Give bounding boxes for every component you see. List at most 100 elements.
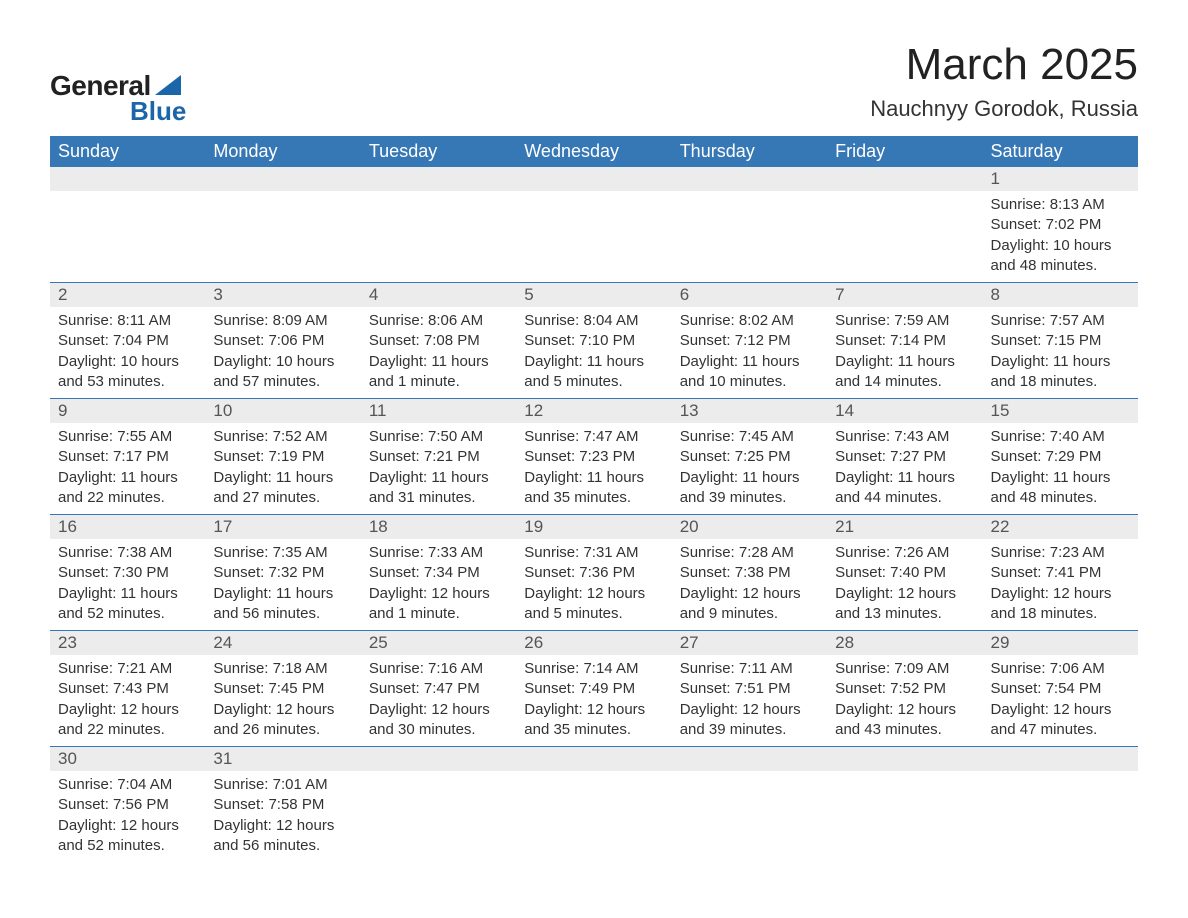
day-data: Sunrise: 7:09 AMSunset: 7:52 PMDaylight:…: [827, 655, 982, 746]
daylight-text: Daylight: 12 hours and 47 minutes.: [991, 700, 1130, 741]
day-number: 14: [827, 399, 982, 423]
day-number: 19: [516, 515, 671, 539]
sunrise-text: Sunrise: 7:14 AM: [524, 659, 663, 679]
brand-logo: General Blue: [50, 70, 186, 127]
day-data: [827, 191, 982, 271]
sunset-text: Sunset: 7:29 PM: [991, 447, 1130, 467]
weekday-header: Monday: [205, 136, 360, 167]
calendar-day-cell: [672, 167, 827, 283]
day-number: 15: [983, 399, 1138, 423]
calendar-day-cell: 29Sunrise: 7:06 AMSunset: 7:54 PMDayligh…: [983, 631, 1138, 747]
daylight-text: Daylight: 10 hours and 53 minutes.: [58, 352, 197, 393]
calendar-day-cell: 11 Sunrise: 7:50 AMSunset: 7:21 PMDayligh…: [361, 399, 516, 515]
sunrise-text: Sunrise: 7:01 AM: [213, 775, 352, 795]
calendar-day-cell: 20Sunrise: 7:28 AMSunset: 7:38 PMDayligh…: [672, 515, 827, 631]
day-number: 26: [516, 631, 671, 655]
sunset-text: Sunset: 7:21 PM: [369, 447, 508, 467]
calendar-day-cell: [361, 167, 516, 283]
day-number: 20: [672, 515, 827, 539]
sunset-text: Sunset: 7:45 PM: [213, 679, 352, 699]
sunset-text: Sunset: 7:10 PM: [524, 331, 663, 351]
sunset-text: Sunset: 7:43 PM: [58, 679, 197, 699]
sunrise-text: Sunrise: 7:06 AM: [991, 659, 1130, 679]
calendar-day-cell: 24Sunrise: 7:18 AMSunset: 7:45 PMDayligh…: [205, 631, 360, 747]
day-number: 6: [672, 283, 827, 307]
day-number: 16: [50, 515, 205, 539]
calendar-day-cell: 1Sunrise: 8:13 AMSunset: 7:02 PMDaylight…: [983, 167, 1138, 283]
sunset-text: Sunset: 7:15 PM: [991, 331, 1130, 351]
daylight-text: Daylight: 11 hours and 31 minutes.: [369, 468, 508, 509]
daylight-text: Daylight: 11 hours and 48 minutes.: [991, 468, 1130, 509]
sunrise-text: Sunrise: 7:50 AM: [369, 427, 508, 447]
sunset-text: Sunset: 7:49 PM: [524, 679, 663, 699]
calendar-day-cell: 26Sunrise: 7:14 AMSunset: 7:49 PMDayligh…: [516, 631, 671, 747]
day-data: Sunrise: 7:31 AMSunset: 7:36 PMDaylight:…: [516, 539, 671, 630]
day-data: [361, 771, 516, 851]
day-data: Sunrise: 7:21 AMSunset: 7:43 PMDaylight:…: [50, 655, 205, 746]
sunset-text: Sunset: 7:23 PM: [524, 447, 663, 467]
sunrise-text: Sunrise: 7:59 AM: [835, 311, 974, 331]
sunset-text: Sunset: 7:47 PM: [369, 679, 508, 699]
day-data: Sunrise: 7:55 AMSunset: 7:17 PMDaylight:…: [50, 423, 205, 514]
sunset-text: Sunset: 7:38 PM: [680, 563, 819, 583]
calendar-week-row: 2Sunrise: 8:11 AMSunset: 7:04 PMDaylight…: [50, 283, 1138, 399]
page-title: March 2025: [870, 40, 1138, 90]
day-data: Sunrise: 7:40 AMSunset: 7:29 PMDaylight:…: [983, 423, 1138, 514]
calendar-day-cell: [827, 747, 982, 863]
daylight-text: Daylight: 12 hours and 39 minutes.: [680, 700, 819, 741]
day-number: [205, 167, 360, 191]
day-number: 18: [361, 515, 516, 539]
day-data: Sunrise: 8:06 AMSunset: 7:08 PMDaylight:…: [361, 307, 516, 398]
calendar-day-cell: 30Sunrise: 7:04 AMSunset: 7:56 PMDayligh…: [50, 747, 205, 863]
calendar-day-cell: 10Sunrise: 7:52 AMSunset: 7:19 PMDayligh…: [205, 399, 360, 515]
sunrise-text: Sunrise: 7:21 AM: [58, 659, 197, 679]
weekday-header: Friday: [827, 136, 982, 167]
sunrise-text: Sunrise: 7:16 AM: [369, 659, 508, 679]
sunrise-text: Sunrise: 8:02 AM: [680, 311, 819, 331]
day-data: [516, 191, 671, 271]
daylight-text: Daylight: 12 hours and 30 minutes.: [369, 700, 508, 741]
day-data: Sunrise: 7:45 AMSunset: 7:25 PMDaylight:…: [672, 423, 827, 514]
sunrise-text: Sunrise: 8:06 AM: [369, 311, 508, 331]
calendar-day-cell: 6Sunrise: 8:02 AMSunset: 7:12 PMDaylight…: [672, 283, 827, 399]
day-data: Sunrise: 8:13 AMSunset: 7:02 PMDaylight:…: [983, 191, 1138, 282]
weekday-header: Tuesday: [361, 136, 516, 167]
day-number: 28: [827, 631, 982, 655]
calendar-day-cell: 19Sunrise: 7:31 AMSunset: 7:36 PMDayligh…: [516, 515, 671, 631]
daylight-text: Daylight: 11 hours and 14 minutes.: [835, 352, 974, 393]
sunset-text: Sunset: 7:40 PM: [835, 563, 974, 583]
day-number: [672, 747, 827, 771]
title-block: March 2025 Nauchnyy Gorodok, Russia: [870, 40, 1138, 132]
day-number: 11: [361, 399, 516, 423]
day-data: Sunrise: 7:33 AMSunset: 7:34 PMDaylight:…: [361, 539, 516, 630]
calendar-day-cell: 17Sunrise: 7:35 AMSunset: 7:32 PMDayligh…: [205, 515, 360, 631]
daylight-text: Daylight: 12 hours and 9 minutes.: [680, 584, 819, 625]
day-data: [827, 771, 982, 851]
weekday-header: Wednesday: [516, 136, 671, 167]
day-data: Sunrise: 7:43 AMSunset: 7:27 PMDaylight:…: [827, 423, 982, 514]
day-data: Sunrise: 7:01 AMSunset: 7:58 PMDaylight:…: [205, 771, 360, 862]
calendar-day-cell: [983, 747, 1138, 863]
daylight-text: Daylight: 12 hours and 22 minutes.: [58, 700, 197, 741]
calendar-week-row: 23Sunrise: 7:21 AMSunset: 7:43 PMDayligh…: [50, 631, 1138, 747]
sunset-text: Sunset: 7:32 PM: [213, 563, 352, 583]
sunrise-text: Sunrise: 7:26 AM: [835, 543, 974, 563]
calendar-day-cell: 25Sunrise: 7:16 AMSunset: 7:47 PMDayligh…: [361, 631, 516, 747]
sunset-text: Sunset: 7:19 PM: [213, 447, 352, 467]
sunset-text: Sunset: 7:41 PM: [991, 563, 1130, 583]
day-data: Sunrise: 7:16 AMSunset: 7:47 PMDaylight:…: [361, 655, 516, 746]
calendar-day-cell: 16Sunrise: 7:38 AMSunset: 7:30 PMDayligh…: [50, 515, 205, 631]
calendar-day-cell: 7Sunrise: 7:59 AMSunset: 7:14 PMDaylight…: [827, 283, 982, 399]
calendar-day-cell: 21Sunrise: 7:26 AMSunset: 7:40 PMDayligh…: [827, 515, 982, 631]
daylight-text: Daylight: 11 hours and 44 minutes.: [835, 468, 974, 509]
day-data: Sunrise: 8:02 AMSunset: 7:12 PMDaylight:…: [672, 307, 827, 398]
daylight-text: Daylight: 12 hours and 26 minutes.: [213, 700, 352, 741]
day-data: Sunrise: 7:11 AMSunset: 7:51 PMDaylight:…: [672, 655, 827, 746]
day-number: [50, 167, 205, 191]
day-number: 1: [983, 167, 1138, 191]
sunset-text: Sunset: 7:30 PM: [58, 563, 197, 583]
daylight-text: Daylight: 11 hours and 5 minutes.: [524, 352, 663, 393]
calendar-day-cell: [672, 747, 827, 863]
sunset-text: Sunset: 7:14 PM: [835, 331, 974, 351]
sunset-text: Sunset: 7:36 PM: [524, 563, 663, 583]
